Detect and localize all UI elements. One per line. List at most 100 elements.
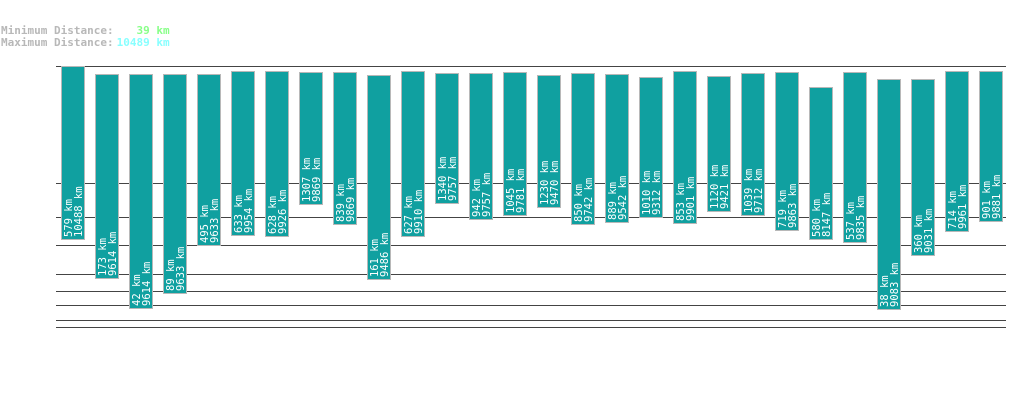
bar-min-label: 89 km [165, 259, 177, 291]
bar-min-label: 719 km [777, 190, 789, 228]
bar-max-label: 9486 km [379, 233, 391, 277]
range-bar [673, 71, 697, 224]
maximum-distance-label: Maximum Distance: [1, 36, 114, 49]
bar-max-label: 9961 km [957, 185, 969, 229]
bar-min-label: 537 km [845, 202, 857, 240]
bar-min-label: 714 km [947, 191, 959, 229]
bar-min-label: 839 km [335, 184, 347, 222]
bar-max-label: 9712 km [753, 169, 765, 213]
bar-min-label: 360 km [913, 215, 925, 253]
minimum-distance-readout: Minimum Distance: 39 km [1, 25, 170, 36]
range-bar [877, 79, 901, 310]
bar-min-label: 627 km [403, 196, 415, 234]
bar-max-label: 9757 km [447, 157, 459, 201]
bar-min-label: 495 km [199, 205, 211, 243]
bar-max-label: 9542 km [617, 176, 629, 220]
bar-min-label: 628 km [267, 196, 279, 234]
range-bar [571, 73, 595, 225]
bar-min-label: 161 km [369, 239, 381, 277]
range-bar [945, 71, 969, 232]
bar-min-label: 42 km [131, 274, 143, 306]
range-bar [741, 73, 765, 216]
bar-min-label: 1045 km [505, 169, 517, 213]
bar-max-label: 9910 km [413, 190, 425, 234]
range-bar [503, 72, 527, 216]
bar-max-label: 9614 km [107, 232, 119, 276]
bar-min-label: 1307 km [301, 158, 313, 202]
range-bar [231, 71, 255, 236]
range-bar [129, 74, 153, 309]
bar-max-label: 9881 km [991, 175, 1003, 219]
bar-max-label: 9031 km [923, 209, 935, 253]
bar-max-label: 9083 km [889, 263, 901, 307]
bar-max-label: 9742 km [583, 178, 595, 222]
bar-max-label: 9633 km [209, 199, 221, 243]
bar-max-label: 9633 km [175, 247, 187, 291]
range-bar [401, 71, 425, 237]
maximum-distance-readout: Maximum Distance: 10489 km [1, 37, 170, 48]
bar-min-label: 1120 km [709, 165, 721, 209]
bar-max-label: 9421 km [719, 165, 731, 209]
range-bar [95, 74, 119, 279]
range-bar [265, 71, 289, 237]
range-bar [197, 74, 221, 246]
range-bar [843, 72, 867, 243]
range-bar [299, 72, 323, 205]
bar-min-label: 579 km [63, 199, 75, 237]
bar-max-label: 8147 km [821, 193, 833, 237]
range-bar [979, 71, 1003, 222]
bar-min-label: 889 km [607, 182, 619, 220]
bar-max-label: 9781 km [515, 169, 527, 213]
minimum-distance-label: Minimum Distance: [1, 24, 114, 37]
bar-max-label: 9757 km [481, 173, 493, 217]
bar-max-label: 9614 km [141, 262, 153, 306]
range-bar [61, 66, 85, 240]
range-bar [333, 72, 357, 225]
bar-min-label: 1340 km [437, 157, 449, 201]
bar-min-label: 942 km [471, 179, 483, 217]
range-bar [469, 73, 493, 220]
bar-min-label: 173 km [97, 238, 109, 276]
bar-max-label: 9863 km [787, 184, 799, 228]
bar-min-label: 38 km [879, 275, 891, 307]
bar-max-label: 9901 km [685, 177, 697, 221]
maximum-distance-value: 10489 km [116, 36, 170, 49]
range-bar [537, 75, 561, 208]
bar-min-label: 633 km [233, 195, 245, 233]
bar-max-label: 9835 km [855, 196, 867, 240]
range-bar [639, 77, 663, 218]
bar-min-label: 1010 km [641, 171, 653, 215]
bar-min-label: 901 km [981, 181, 993, 219]
bar-max-label: 9470 km [549, 161, 561, 205]
minimum-distance-value: 39 km [136, 24, 170, 37]
bar-max-label: 9869 km [345, 178, 357, 222]
range-bar [367, 75, 391, 280]
bar-max-label: 9312 km [651, 171, 663, 215]
bar-min-label: 1039 km [743, 169, 755, 213]
range-bar [435, 73, 459, 204]
bar-max-label: 9954 km [243, 189, 255, 233]
